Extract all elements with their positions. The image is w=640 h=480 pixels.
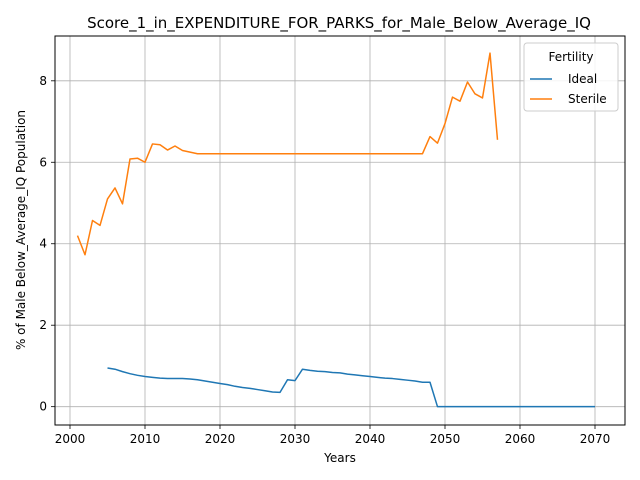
chart-title: Score_1_in_EXPENDITURE_FOR_PARKS_for_Mal…: [87, 14, 591, 33]
y-tick-label: 2: [39, 318, 47, 332]
legend-title: Fertility: [548, 50, 593, 64]
y-axis-ticks: 0 2 4 6 8: [39, 74, 55, 414]
legend: Fertility Ideal Sterile: [523, 42, 619, 112]
plot-frame: [54, 35, 626, 426]
x-tick-label: 2070: [580, 432, 611, 446]
x-axis-ticks: 2000 2010 2020 2030 2040 2050 2060 2070: [55, 425, 611, 446]
series-layer: [76, 52, 595, 408]
x-tick-label: 2000: [55, 432, 86, 446]
y-tick-label: 8: [39, 74, 47, 88]
x-tick-label: 2060: [505, 432, 536, 446]
y-tick-label: 6: [39, 155, 47, 169]
x-tick-label: 2040: [355, 432, 386, 446]
y-tick-label: 4: [39, 237, 47, 251]
series-line-ideal: [107, 367, 595, 408]
legend-label-sterile: Sterile: [568, 92, 607, 106]
x-tick-label: 2020: [205, 432, 236, 446]
x-tick-label: 2030: [280, 432, 311, 446]
x-tick-label: 2010: [130, 432, 161, 446]
legend-label-ideal: Ideal: [568, 72, 597, 86]
legend-box: [523, 42, 619, 112]
x-axis-label: Years: [323, 451, 356, 465]
y-axis-label: % of Male Below_Average_IQ Population: [14, 110, 28, 350]
y-tick-label: 0: [39, 400, 47, 414]
series-line-sterile: [76, 52, 499, 256]
x-tick-label: 2050: [430, 432, 461, 446]
